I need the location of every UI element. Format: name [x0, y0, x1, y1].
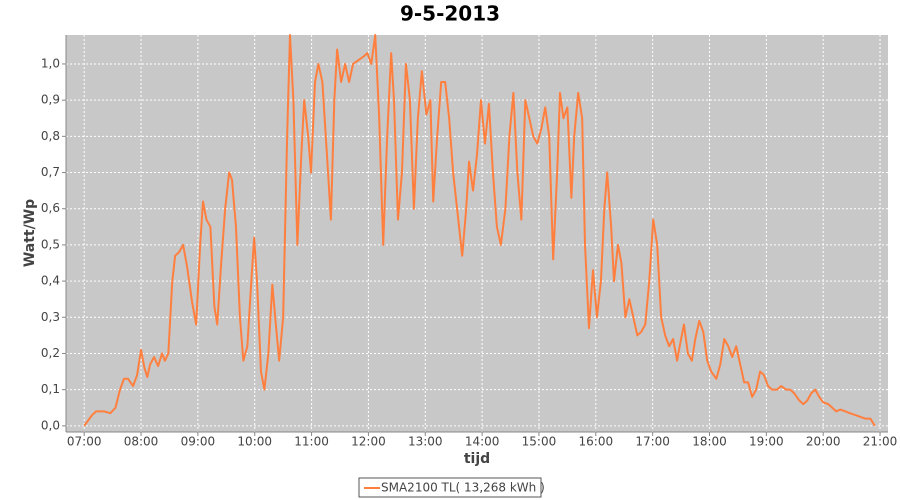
x-tick-label: 07:00 — [67, 435, 102, 449]
y-tick-label: 0,4 — [41, 274, 60, 288]
x-tick-label: 19:00 — [749, 435, 784, 449]
y-tick-label: 0,2 — [41, 346, 60, 360]
y-tick-label: 0,3 — [41, 310, 60, 324]
x-tick-label: 18:00 — [692, 435, 727, 449]
x-axis-label: tijd — [464, 451, 490, 467]
chart-title: 9-5-2013 — [400, 2, 500, 26]
x-tick-label: 12:00 — [351, 435, 386, 449]
x-tick-label: 16:00 — [579, 435, 614, 449]
x-tick-label: 15:00 — [522, 435, 557, 449]
y-axis-label: Watt/Wp — [22, 199, 38, 267]
x-tick-label: 13:00 — [408, 435, 443, 449]
legend: SMA2100 TL( 13,268 kWh ) — [358, 477, 545, 498]
x-tick-label: 14:00 — [465, 435, 500, 449]
y-tick-label: 0,9 — [41, 93, 60, 107]
x-tick-label: 10:00 — [237, 435, 272, 449]
x-tick-label: 08:00 — [124, 435, 159, 449]
x-tick-label: 09:00 — [181, 435, 216, 449]
legend-label: SMA2100 TL( 13,268 kWh ) — [381, 481, 545, 495]
data-line — [83, 34, 876, 427]
x-tick-label: 11:00 — [294, 435, 329, 449]
x-tick-label: 21:00 — [863, 435, 898, 449]
y-tick-label: 0,8 — [41, 129, 60, 143]
y-tick-label: 0,0 — [41, 418, 60, 432]
legend-box — [358, 477, 542, 498]
y-tick-label: 0,5 — [41, 237, 60, 251]
y-tick-label: 1,0 — [41, 56, 60, 70]
y-tick-label: 0,1 — [41, 382, 60, 396]
plot-area — [66, 35, 888, 432]
y-tick-label: 0,7 — [41, 165, 60, 179]
x-tick-label: 20:00 — [806, 435, 841, 449]
x-tick-label: 17:00 — [635, 435, 670, 449]
y-tick-label: 0,6 — [41, 201, 60, 215]
